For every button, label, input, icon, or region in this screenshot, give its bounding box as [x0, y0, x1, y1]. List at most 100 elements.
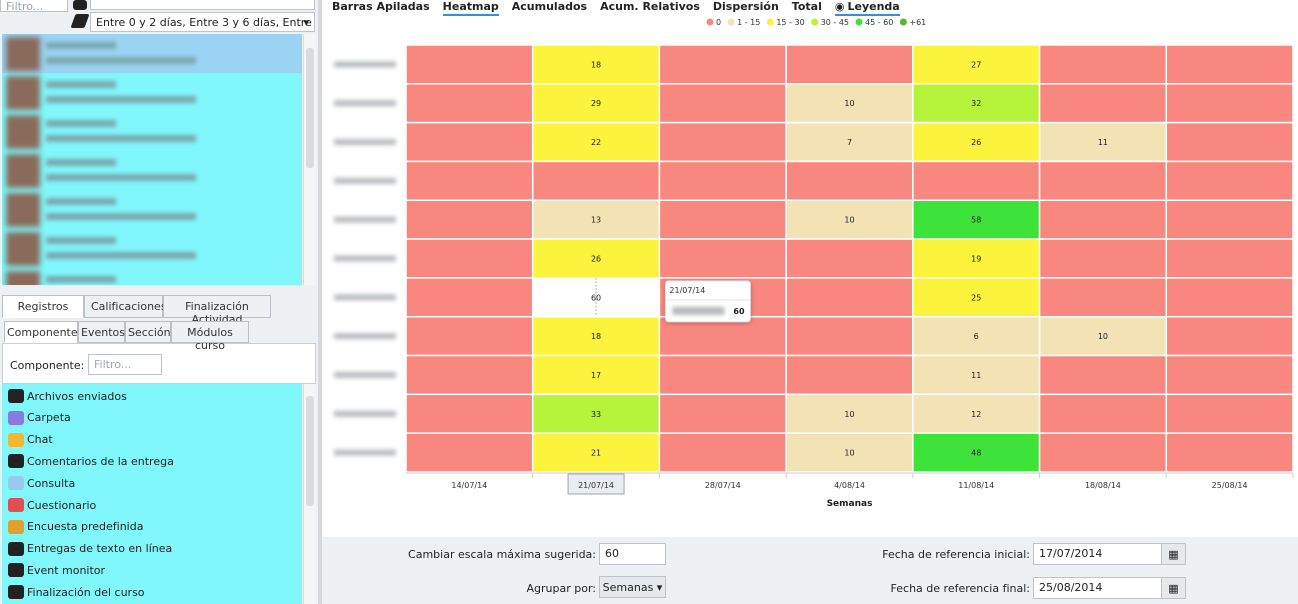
heat-cell: [658, 315, 787, 357]
heat-cell: [658, 354, 787, 396]
x-tick-label: 4/08/14: [834, 481, 865, 490]
component-name: Event monitor: [27, 563, 106, 577]
group-dropdown[interactable]: Semanas ▾: [599, 576, 666, 598]
heat-cell: [405, 432, 534, 473]
calendar-button[interactable]: ▦: [1161, 577, 1186, 599]
tab[interactable]: Finalización Actividad: [163, 295, 271, 326]
heat-cell: [405, 315, 534, 357]
row-label-blurred: [334, 100, 396, 107]
x-tick-label: 21/07/14: [578, 481, 614, 490]
start-input[interactable]: 17/07/2014: [1033, 543, 1162, 565]
legend-toggle-text: Leyenda: [847, 0, 900, 13]
cell-value: 13: [591, 216, 601, 225]
user-row[interactable]: [2, 190, 302, 229]
chart-tab[interactable]: Acum. Relativos: [600, 0, 700, 13]
heat-cell: [1038, 238, 1168, 279]
heat-cell: [1165, 44, 1294, 85]
user-row[interactable]: [2, 73, 302, 112]
placeholder: Filtro...: [94, 358, 132, 371]
heat-cell: [1165, 432, 1294, 473]
component-icon: [8, 498, 24, 512]
user-row[interactable]: [2, 229, 302, 268]
cell-value: 10: [844, 216, 854, 225]
heat-cell: [1165, 160, 1294, 202]
component-filter[interactable]: Filtro...: [88, 354, 162, 375]
chart-tab[interactable]: Heatmap: [442, 0, 499, 16]
component-icon: [8, 454, 24, 469]
component-name: Carpeta: [27, 411, 71, 425]
group-value: Semanas: [602, 580, 654, 594]
tab[interactable]: Componentes: [4, 321, 83, 343]
legend-label: 0: [716, 18, 721, 27]
component-name: Chat: [27, 433, 53, 447]
row-label-blurred: [334, 333, 396, 340]
row-label-blurred: [334, 294, 396, 301]
legend-label: 1 - 15: [737, 18, 760, 27]
heat-cell: [1165, 83, 1294, 124]
component-item[interactable]: Comentarios de la entrega: [8, 451, 174, 471]
top-dropdown[interactable]: [90, 0, 315, 10]
splitter[interactable]: [318, 0, 322, 604]
tab[interactable]: Eventos: [78, 321, 125, 343]
heatmap-chart: 0 1 - 15 15 - 30 30 - 45 45 - 60 +61 18 27 29 10 3…: [334, 18, 1294, 509]
component-item[interactable]: Chat: [8, 430, 53, 450]
component-icon: [8, 476, 24, 491]
cell-value: 11: [1098, 138, 1108, 147]
component-item[interactable]: Encuesta predefinida: [8, 517, 143, 537]
cell-value: 58: [971, 216, 981, 225]
eye-icon: ◉: [834, 0, 845, 13]
chart-tab[interactable]: Barras Apiladas: [332, 0, 430, 13]
tab[interactable]: Módulos curso: [171, 321, 249, 352]
avatar: [6, 193, 40, 227]
end-label: Fecha de referencia final:: [890, 582, 1030, 595]
avatar: [6, 232, 40, 266]
component-item[interactable]: Archivos enviados: [8, 386, 127, 406]
heat-cell: [1165, 121, 1294, 163]
heat-cell: [658, 393, 787, 434]
cell-value: 10: [1098, 332, 1108, 341]
component-icon: [8, 410, 24, 425]
tab[interactable]: Sección: [125, 321, 171, 343]
component-item[interactable]: Event monitor: [8, 560, 105, 580]
heat-cell: [658, 121, 787, 163]
legend-toggle[interactable]: ◉ Leyenda: [834, 0, 900, 16]
user-list: [2, 34, 302, 285]
user-filter[interactable]: Filtro...: [0, 0, 68, 12]
heat-cell: [1038, 277, 1168, 318]
chart-tab[interactable]: Total: [791, 0, 822, 13]
scale-input[interactable]: 60: [599, 543, 666, 565]
heat-cell: [912, 160, 1041, 202]
user-row[interactable]: [2, 268, 302, 285]
component-item[interactable]: Cuestionario: [8, 495, 96, 515]
user-row[interactable]: [2, 112, 302, 151]
cell-value: 17: [591, 371, 601, 380]
heat-cell: [1165, 238, 1294, 279]
component-item[interactable]: Consulta: [8, 473, 75, 493]
tooltip-value: 60: [733, 307, 745, 316]
heat-cell: [405, 199, 534, 240]
heat-cell: [1038, 160, 1168, 202]
tab[interactable]: Calificaciones: [84, 295, 167, 318]
chart-tab[interactable]: Dispersión: [712, 0, 779, 13]
component-item[interactable]: Finalización del curso: [8, 582, 145, 602]
heat-cell: [912, 83, 1041, 124]
chart-tab[interactable]: Acumulados: [511, 0, 588, 13]
range-dropdown[interactable]: Entre 0 y 2 días, Entre 3 y 6 días, Entr…: [90, 12, 315, 32]
heat-cell: [405, 83, 534, 124]
heat-cell: [405, 160, 534, 202]
cell-value: 22: [591, 138, 601, 147]
tab[interactable]: Registros: [2, 295, 84, 318]
heat-cell: [1038, 83, 1168, 124]
user-row[interactable]: [2, 151, 302, 190]
user-row[interactable]: [2, 34, 302, 73]
legend-label: 15 - 30: [776, 18, 804, 27]
heat-cell: [658, 199, 787, 240]
heat-cell: [531, 199, 661, 240]
calendar-button[interactable]: ▦: [1161, 543, 1186, 565]
cell-value: 29: [591, 99, 601, 108]
cell-value: 26: [591, 255, 601, 264]
component-item[interactable]: Entregas de texto en línea: [8, 539, 172, 559]
component-item[interactable]: Carpeta: [8, 408, 71, 428]
end-input[interactable]: 25/08/2014: [1033, 577, 1162, 599]
cell-value: 21: [591, 449, 601, 458]
